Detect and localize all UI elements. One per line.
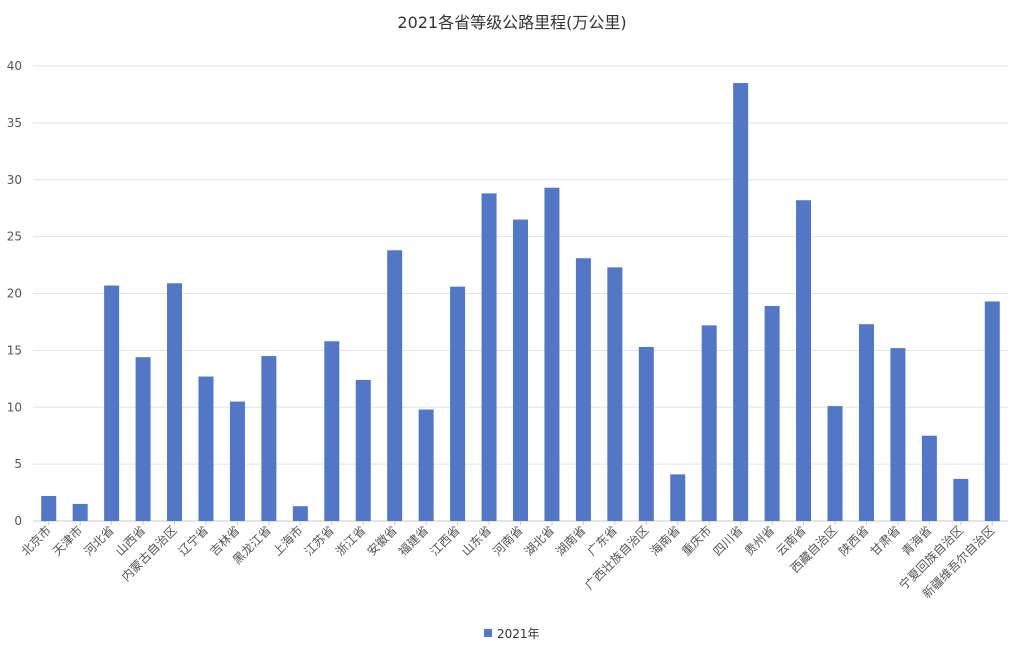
bar[interactable] xyxy=(292,506,308,521)
x-tick-label: 海南省 xyxy=(647,523,683,559)
x-tick-label: 河北省 xyxy=(81,523,116,558)
bar[interactable] xyxy=(167,283,183,521)
x-tick-label: 甘肃省 xyxy=(868,523,903,558)
bar[interactable] xyxy=(104,285,120,521)
bar[interactable] xyxy=(921,435,937,521)
x-tick-label: 江苏省 xyxy=(302,523,337,558)
bar[interactable] xyxy=(418,409,434,521)
x-tick-label: 重庆市 xyxy=(678,523,714,559)
y-axis: 0 5 10 15 20 25 30 35 40 xyxy=(7,59,22,528)
x-tick-label: 河南省 xyxy=(490,523,526,559)
bar[interactable] xyxy=(858,324,874,521)
x-axis: 北京市天津市河北省山西省内蒙古自治区辽宁省吉林省黑龙江省上海市江苏省浙江省安徽省… xyxy=(18,521,997,601)
y-tick-label: 5 xyxy=(14,457,22,471)
y-tick-label: 20 xyxy=(7,287,22,301)
bar[interactable] xyxy=(450,286,466,521)
x-tick-label: 陕西省 xyxy=(836,523,872,559)
y-tick-label: 10 xyxy=(7,400,22,414)
x-tick-label: 福建省 xyxy=(395,523,431,559)
legend[interactable]: 2021年 xyxy=(484,627,540,641)
bar[interactable] xyxy=(733,83,749,521)
bar[interactable] xyxy=(229,401,245,521)
x-tick-label: 天津市 xyxy=(49,523,85,559)
bar[interactable] xyxy=(575,258,591,521)
bar[interactable] xyxy=(607,267,623,521)
y-tick-label: 25 xyxy=(7,230,22,244)
bar[interactable] xyxy=(324,341,340,521)
x-tick-label: 北京市 xyxy=(18,523,54,559)
bar[interactable] xyxy=(198,376,214,521)
bar[interactable] xyxy=(261,356,277,521)
bar[interactable] xyxy=(387,250,403,521)
x-tick-label: 辽宁省 xyxy=(175,523,211,559)
x-tick-label: 四川省 xyxy=(710,523,745,558)
bar[interactable] xyxy=(827,406,843,521)
bar[interactable] xyxy=(135,357,151,521)
legend-label: 2021年 xyxy=(497,627,540,641)
x-tick-label: 安徽省 xyxy=(364,523,400,559)
x-tick-label: 湖南省 xyxy=(552,523,588,559)
bar[interactable] xyxy=(984,301,1000,521)
bar[interactable] xyxy=(72,503,88,521)
bar[interactable] xyxy=(953,478,969,521)
bar[interactable] xyxy=(513,219,528,521)
bar[interactable] xyxy=(764,306,780,521)
y-tick-label: 35 xyxy=(7,116,22,130)
bar[interactable] xyxy=(544,187,560,521)
x-tick-label: 江西省 xyxy=(427,523,462,558)
x-tick-label: 湖北省 xyxy=(521,523,557,559)
bar[interactable] xyxy=(355,379,371,521)
chart-title: 2021各省等级公路里程(万公里) xyxy=(397,13,626,32)
bar[interactable] xyxy=(41,495,57,521)
bar[interactable] xyxy=(701,325,717,521)
x-tick-label: 山东省 xyxy=(459,523,494,558)
bar[interactable] xyxy=(670,474,686,521)
x-tick-label: 上海市 xyxy=(269,523,305,559)
legend-swatch xyxy=(484,629,492,637)
y-tick-label: 15 xyxy=(7,343,22,357)
bar[interactable] xyxy=(638,346,654,521)
bar[interactable] xyxy=(481,193,497,521)
x-tick-label: 贵州省 xyxy=(742,523,777,558)
bars xyxy=(41,83,1000,521)
y-tick-label: 0 xyxy=(14,514,22,528)
x-tick-label: 浙江省 xyxy=(333,523,368,558)
y-tick-label: 30 xyxy=(7,173,22,187)
bar[interactable] xyxy=(890,348,906,521)
bar[interactable] xyxy=(796,200,812,521)
y-tick-label: 40 xyxy=(7,59,22,73)
